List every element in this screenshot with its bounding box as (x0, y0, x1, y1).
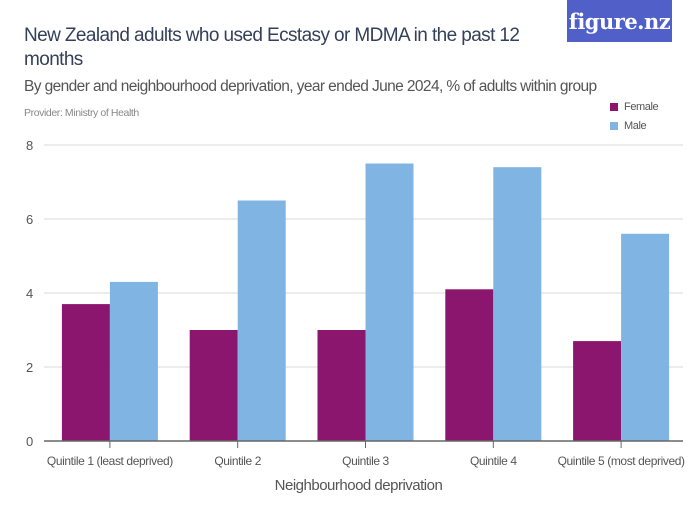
chart-title: New Zealand adults who used Ecstasy or M… (24, 25, 520, 70)
y-tick-label: 4 (26, 286, 33, 301)
legend-item-male: Male (610, 116, 658, 135)
bar-female-2 (189, 330, 238, 441)
figure-nz-logo[interactable]: figure.nz (567, 0, 672, 42)
bar-male-1 (109, 281, 158, 441)
bar-female-5 (573, 341, 622, 441)
y-tick-label: 6 (26, 212, 33, 227)
bar-female-4 (445, 289, 494, 441)
bar-male-3 (365, 163, 414, 441)
x-tick-label: Quintile 4 (470, 454, 517, 468)
chart-subtitle: By gender and neighbourhood deprivation,… (24, 78, 597, 95)
bar-male-2 (237, 200, 286, 441)
bar-female-3 (317, 330, 366, 441)
y-tick-label: 8 (26, 138, 33, 153)
y-tick-label: 0 (26, 434, 33, 449)
legend-swatch-female (610, 102, 618, 111)
x-tick-label: Quintile 5 (most deprived) (558, 454, 685, 468)
provider-note: Provider: Ministry of Health (24, 107, 139, 119)
legend-swatch-male (610, 121, 618, 130)
bar-male-4 (493, 167, 542, 441)
logo-text: figure.nz (568, 8, 671, 34)
x-tick-label: Quintile 3 (342, 454, 389, 468)
y-tick-label: 2 (26, 360, 33, 375)
x-axis-title: Neighbourhood deprivation (275, 477, 443, 494)
legend: Female Male (610, 97, 659, 135)
legend-label-male: Male (624, 119, 647, 132)
legend-label-female: Female (624, 100, 659, 113)
bar-female-1 (61, 304, 110, 441)
x-tick-label: Quintile 2 (214, 454, 261, 468)
bar-male-5 (621, 233, 670, 441)
x-tick-label: Quintile 1 (least deprived) (47, 454, 173, 468)
legend-item-female: Female (610, 97, 659, 116)
